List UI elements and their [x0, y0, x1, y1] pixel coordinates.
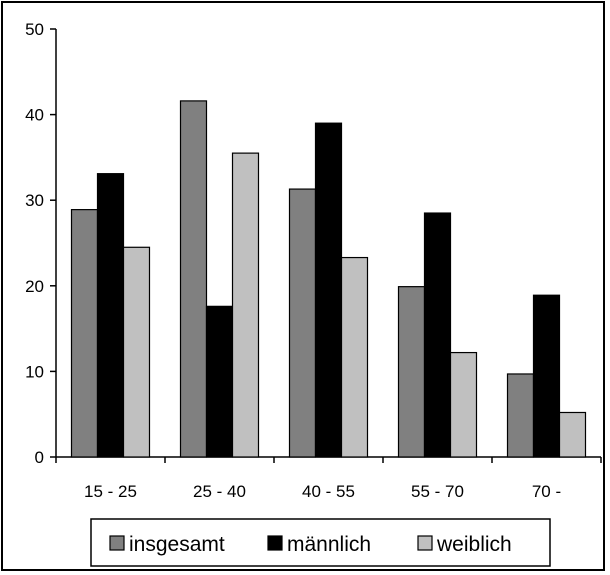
x-tick-label: 25 - 40 — [193, 482, 246, 501]
x-axis-ticks: 15 - 25 25 - 40 40 - 55 55 - 70 70 - — [55, 457, 602, 501]
bar-weiblich — [449, 351, 478, 458]
y-tick-label: 50 — [25, 20, 44, 39]
x-tick-label: 70 - — [532, 482, 561, 501]
bar-insgesamt — [70, 209, 99, 458]
bar-weiblich — [122, 246, 151, 458]
bar-weiblich — [231, 152, 260, 458]
x-tick-label: 55 - 70 — [411, 482, 464, 501]
y-tick-label: 40 — [25, 106, 44, 125]
bar-insgesamt — [397, 286, 426, 458]
bar-insgesamt — [288, 188, 317, 458]
bar-männlich — [205, 305, 234, 458]
legend-label: weiblich — [436, 533, 512, 556]
legend: insgesamt männlich weiblich — [90, 518, 551, 567]
legend-swatch — [109, 535, 125, 551]
bar-weiblich — [558, 411, 587, 458]
legend-box — [90, 518, 551, 567]
legend-swatch — [417, 535, 433, 551]
y-tick-label: 20 — [25, 277, 44, 296]
y-tick-label: 0 — [35, 448, 44, 467]
bars — [70, 100, 587, 458]
y-tick-label: 30 — [25, 191, 44, 210]
plot-area: 0 10 20 30 40 50 15 - 25 25 - 40 40 - 55 55 - 70… — [25, 20, 602, 501]
bar-männlich — [96, 173, 125, 458]
bar-männlich — [314, 122, 343, 458]
legend-label: männlich — [287, 533, 371, 556]
bar-männlich — [423, 212, 452, 458]
y-axis-ticks: 0 10 20 30 40 50 — [25, 20, 56, 467]
bar-insgesamt — [179, 100, 208, 458]
x-tick-label: 40 - 55 — [302, 482, 355, 501]
bar-insgesamt — [506, 373, 535, 458]
x-tick-label: 15 - 25 — [84, 482, 137, 501]
legend-label: insgesamt — [129, 533, 225, 556]
legend-swatch — [267, 535, 283, 551]
bar-weiblich — [340, 256, 369, 458]
bar-männlich — [532, 294, 561, 458]
y-tick-label: 10 — [25, 362, 44, 381]
